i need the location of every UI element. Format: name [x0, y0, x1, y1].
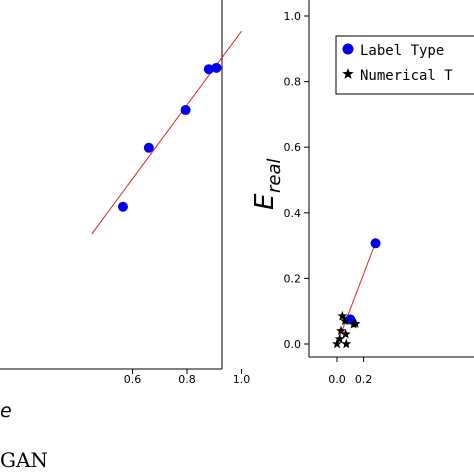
- left-x-tick-label: 0.6: [124, 373, 142, 386]
- y-axis-label-main: E: [250, 193, 280, 210]
- y-axis-label-subscript: real: [264, 158, 285, 193]
- right-star-point: [340, 328, 351, 339]
- legend-box: [335, 35, 474, 95]
- right-star-point: [332, 338, 342, 349]
- right-y-tick-label: 0.6: [284, 141, 302, 154]
- right-circle-point: [370, 238, 381, 249]
- legend-entry-numerical: Numerical T: [342, 68, 453, 84]
- left-data-point: [203, 64, 214, 75]
- left-x-tick-label: 0.8: [178, 373, 196, 386]
- right-x-tick-label: 0.0: [328, 373, 346, 386]
- right-star-point: [334, 333, 345, 344]
- right-star-point: [350, 318, 361, 328]
- left-data-point: [211, 62, 222, 73]
- right-data-points: [332, 238, 381, 349]
- right-star-point: [337, 310, 348, 321]
- left-data-point: [117, 201, 128, 212]
- y-axis-label: E real: [250, 158, 285, 210]
- left-x-ticks: 0.6 0.8 1.0: [124, 369, 251, 386]
- right-y-tick-label: 0.2: [284, 272, 302, 285]
- left-x-axis-label: e: [0, 400, 12, 422]
- right-y-tick-label: 0.4: [284, 207, 302, 220]
- right-axis-ticks: 0.0 0.2 0.4 0.6 0.8 1.0 0.0 0.2: [284, 10, 373, 386]
- right-fit-line: [336, 238, 378, 345]
- legend-circle-marker: [342, 43, 354, 55]
- left-data-points: [117, 62, 222, 212]
- right-y-tick-label: 1.0: [284, 10, 302, 23]
- left-panel: 0.6 0.8 1.0 e GAN: [0, 0, 250, 472]
- right-panel: 0.0 0.2 0.4 0.6 0.8 1.0 0.0 0.2 E real Label Ty…: [250, 0, 474, 386]
- legend-entry-label-type: Label Type: [342, 43, 444, 59]
- legend: Label Type Numerical T: [335, 35, 474, 95]
- left-caption-fragment: GAN: [0, 448, 48, 472]
- legend-label-label-type: Label Type: [360, 43, 444, 59]
- right-star-point: [340, 315, 350, 326]
- legend-label-numerical: Numerical T: [360, 68, 453, 84]
- right-y-tick-label: 0.0: [284, 338, 302, 351]
- left-data-point: [143, 142, 154, 153]
- right-y-tick-label: 0.8: [284, 76, 302, 89]
- right-x-tick-label: 0.2: [355, 373, 373, 386]
- left-fit-line: [91, 30, 242, 235]
- legend-star-marker: [342, 68, 354, 79]
- left-x-tick-label: 1.0: [233, 373, 251, 386]
- right-star-point: [341, 338, 352, 349]
- right-star-point: [336, 325, 346, 336]
- left-data-point: [180, 105, 191, 116]
